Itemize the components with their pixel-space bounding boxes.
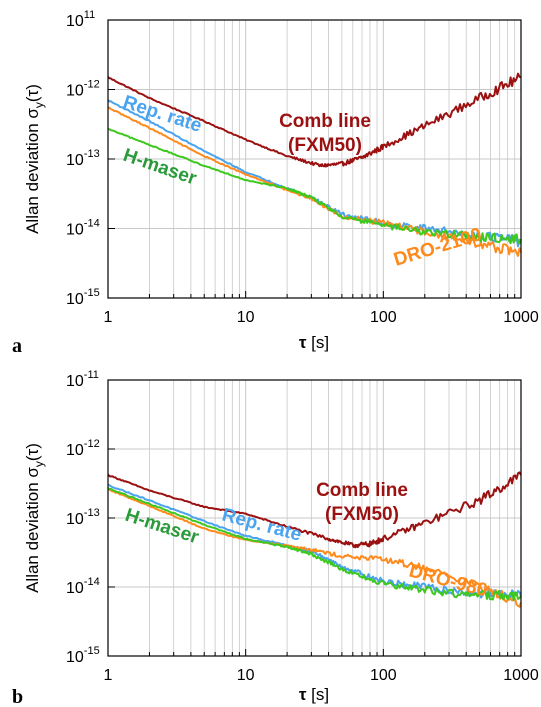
y-tick-label: 10-12 bbox=[66, 438, 100, 459]
panel-letter: a bbox=[12, 335, 22, 357]
y-tick-label: 10-12 bbox=[66, 79, 100, 100]
y-tick-label: 10-13 bbox=[66, 148, 100, 169]
y-tick-label: 10-14 bbox=[66, 576, 100, 597]
y-tick-label: 10-14 bbox=[66, 218, 100, 239]
x-tick-label: 1000 bbox=[503, 309, 539, 326]
panel-letter: b bbox=[12, 686, 23, 707]
series-line-h-maser bbox=[107, 487, 522, 602]
series-line-h-maser bbox=[107, 127, 522, 245]
x-axis-label: τ [s] bbox=[299, 333, 329, 352]
x-tick-label: 10 bbox=[237, 309, 255, 326]
y-tick-label: 10-15 bbox=[66, 287, 100, 308]
x-tick-label: 10 bbox=[237, 667, 255, 684]
series-line-dro-980 bbox=[107, 488, 522, 608]
y-tick-label: 10-15 bbox=[66, 645, 100, 666]
x-tick-label: 100 bbox=[370, 667, 397, 684]
y-tick-label: 10-11 bbox=[66, 369, 99, 390]
annotation-fxm50: (FXM50) bbox=[325, 504, 399, 525]
x-tick-label: 100 bbox=[370, 309, 397, 326]
grid bbox=[108, 20, 521, 298]
annotation-fxm50: (FXM50) bbox=[288, 135, 362, 156]
annotation-comb-line: Comb line bbox=[316, 480, 408, 501]
x-tick-label: 1 bbox=[104, 667, 113, 684]
y-tick-label: 1011 bbox=[66, 9, 95, 30]
x-axis-label: τ [s] bbox=[299, 685, 329, 704]
annotation-comb-line: Comb line bbox=[279, 111, 371, 132]
x-tick-label: 1 bbox=[104, 309, 113, 326]
chart-panel-b: 1 10 100 1000 10-15 10-14 10-13 10-12 10-11 τ [s]… bbox=[12, 369, 539, 707]
y-axis-label: Allan deviation σy(τ) bbox=[23, 443, 46, 593]
y-tick-label: 10-13 bbox=[66, 507, 100, 528]
series-line-comb-line-fxm50 bbox=[107, 471, 522, 549]
series-line-comb-line-fxm50 bbox=[107, 72, 522, 168]
x-tick-label: 1000 bbox=[503, 667, 539, 684]
chart-panel-a: 1 10 100 1000 10-15 10-14 10-13 10-12 1011 τ [s] A… bbox=[12, 9, 539, 357]
y-axis-label: Allan deviation σy(τ) bbox=[23, 84, 46, 234]
